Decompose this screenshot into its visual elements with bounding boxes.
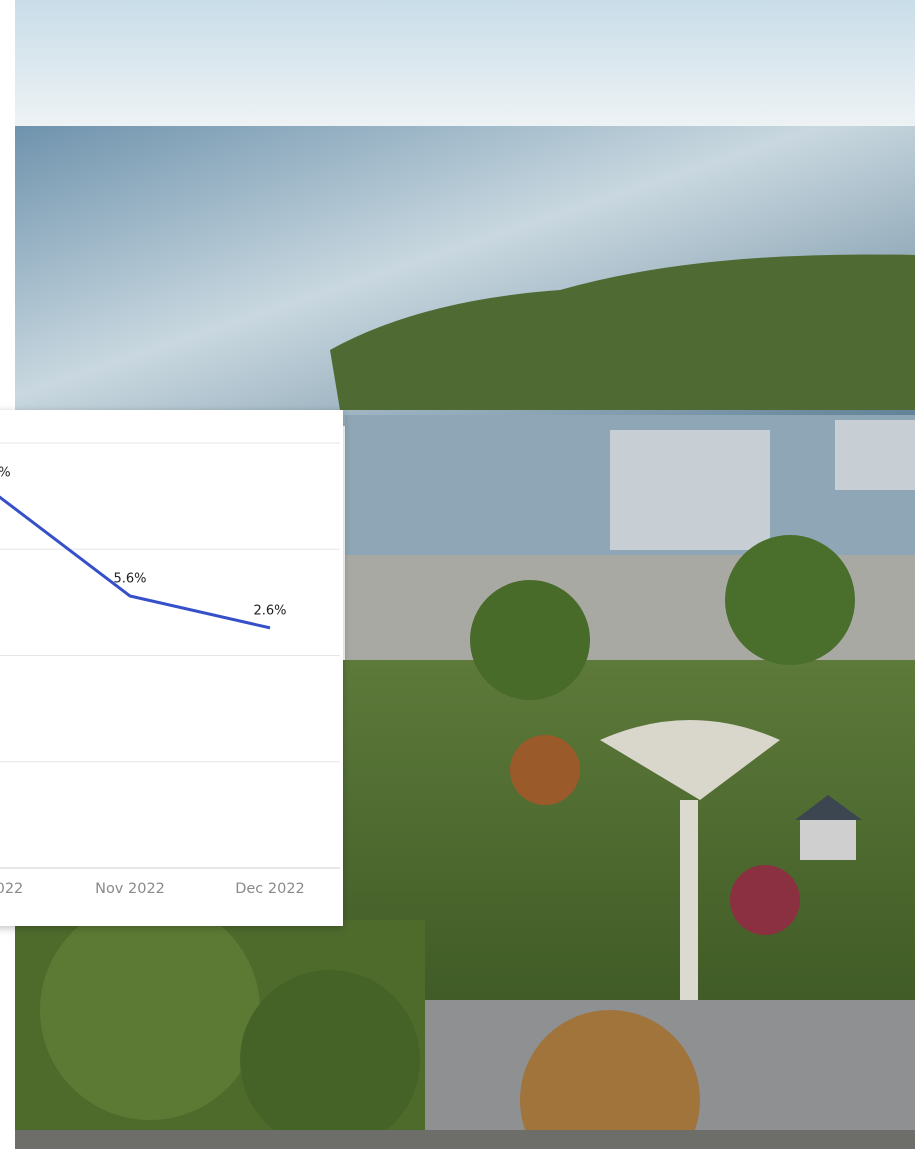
- chart-card: Oct 2022 Nov 2022 Dec 2022 15.6% 5.6% 2.6%: [0, 410, 343, 926]
- line: [0, 495, 271, 630]
- photo: [15, 0, 915, 1149]
- x-tick-label: Nov 2022: [95, 881, 165, 897]
- x-tick-label: Dec 2022: [235, 881, 305, 897]
- x-tick-label: Oct 2022: [0, 881, 23, 897]
- card-background: [0, 410, 343, 926]
- data-label: 2.6%: [253, 603, 286, 618]
- chart: Oct 2022 Nov 2022 Dec 2022 15.6% 5.6% 2.6%: [0, 442, 340, 897]
- data-label: 15.6%: [0, 465, 11, 480]
- data-label: 5.6%: [113, 572, 146, 587]
